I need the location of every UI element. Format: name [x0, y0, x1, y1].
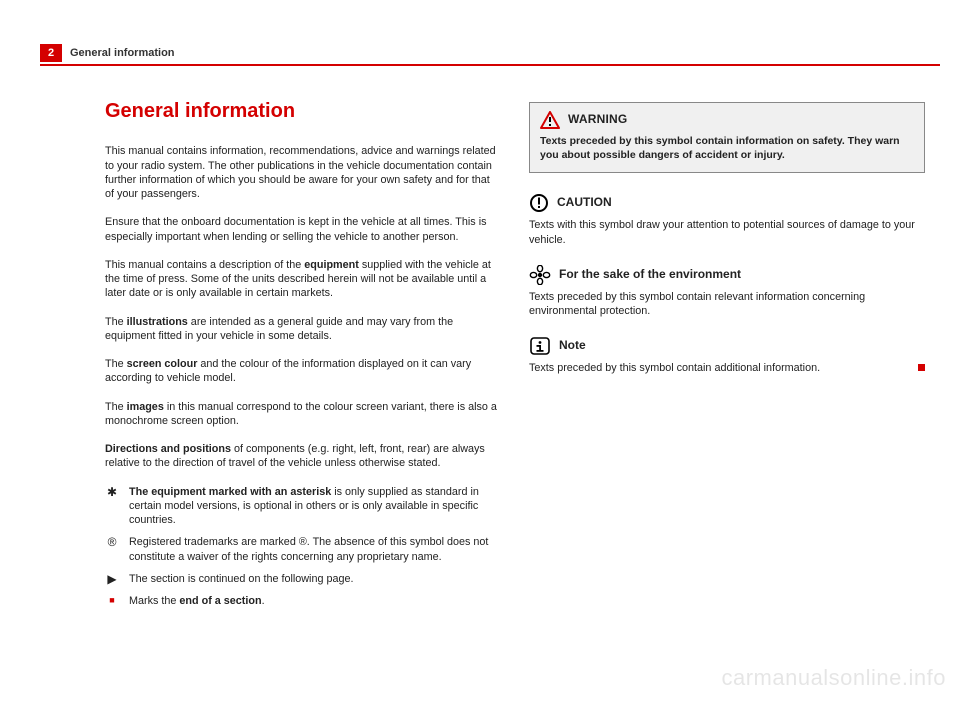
legend-text: The equipment marked with an asterisk is… — [129, 485, 501, 528]
text: Marks the — [129, 595, 179, 607]
text: The — [105, 358, 127, 370]
legend-text: The section is continued on the followin… — [129, 572, 501, 586]
text: . — [262, 595, 265, 607]
warning-triangle-icon — [540, 111, 560, 129]
legend-row-end: ■ Marks the end of a section. — [105, 594, 501, 608]
caution-block: CAUTION Texts with this symbol draw your… — [529, 193, 925, 247]
environment-body: Texts preceded by this symbol contain re… — [529, 290, 925, 319]
environment-header: For the sake of the environment — [529, 265, 925, 285]
paragraph: This manual contains a description of th… — [105, 258, 501, 301]
legend-row-asterisk: ✱ The equipment marked with an asterisk … — [105, 485, 501, 528]
legend-text: Marks the end of a section. — [129, 594, 501, 608]
legend-row-registered: ® Registered trademarks are marked ®. Th… — [105, 535, 501, 564]
top-bar: 2 General information — [0, 44, 960, 66]
left-column: General information This manual contains… — [105, 98, 501, 617]
warning-box: WARNING Texts preceded by this symbol co… — [529, 102, 925, 173]
paragraph: Ensure that the onboard documentation is… — [105, 215, 501, 244]
text-bold: screen colour — [127, 358, 198, 370]
caution-header: CAUTION — [529, 193, 925, 213]
legend-row-continue: ▶ The section is continued on the follow… — [105, 572, 501, 586]
environment-block: For the sake of the environment Texts pr… — [529, 265, 925, 319]
note-header: Note — [529, 336, 925, 356]
text-bold: illustrations — [127, 316, 188, 328]
content-area: General information This manual contains… — [105, 98, 940, 617]
warning-title: WARNING — [568, 112, 627, 128]
watermark: carmanualsonline.info — [721, 665, 946, 691]
registered-icon: ® — [105, 535, 119, 564]
text: The — [105, 401, 127, 413]
continue-icon: ▶ — [105, 572, 119, 586]
note-info-icon — [529, 336, 551, 356]
note-body-row: Texts preceded by this symbol contain ad… — [529, 361, 925, 375]
legend-text: Registered trademarks are marked ®. The … — [129, 535, 501, 564]
page-number: 2 — [40, 44, 62, 62]
end-of-section-marker — [918, 364, 925, 371]
paragraph: This manual contains information, recomm… — [105, 144, 501, 201]
header-divider — [40, 64, 940, 66]
text: The — [105, 316, 127, 328]
paragraph: The images in this manual correspond to … — [105, 400, 501, 429]
caution-body: Texts with this symbol draw your attenti… — [529, 218, 925, 247]
end-section-icon: ■ — [105, 594, 119, 608]
note-body: Texts preceded by this symbol contain ad… — [529, 362, 820, 374]
paragraph: The illustrations are intended as a gene… — [105, 315, 501, 344]
text-bold: Directions and positions — [105, 443, 231, 455]
paragraph: Directions and positions of components (… — [105, 442, 501, 471]
warning-header: WARNING — [540, 111, 914, 129]
warning-body: Texts preceded by this symbol contain in… — [540, 135, 914, 162]
paragraph: The screen colour and the colour of the … — [105, 357, 501, 386]
text-bold: equipment — [304, 259, 359, 271]
text: in this manual correspond to the colour … — [105, 401, 497, 427]
note-block: Note Texts preceded by this symbol conta… — [529, 336, 925, 375]
page: 2 General information General informatio… — [0, 0, 960, 701]
text-bold: The equipment marked with an asterisk — [129, 486, 331, 498]
text-bold: images — [127, 401, 164, 413]
text-bold: end of a section — [179, 595, 261, 607]
caution-title: CAUTION — [557, 195, 612, 211]
caution-circle-icon — [529, 193, 549, 213]
running-header: General information — [70, 44, 175, 62]
note-title: Note — [559, 338, 586, 354]
page-title: General information — [105, 98, 501, 124]
asterisk-icon: ✱ — [105, 485, 119, 528]
right-column: WARNING Texts preceded by this symbol co… — [529, 98, 925, 617]
text: This manual contains a description of th… — [105, 259, 304, 271]
environment-flower-icon — [529, 265, 551, 285]
environment-title: For the sake of the environment — [559, 267, 741, 283]
